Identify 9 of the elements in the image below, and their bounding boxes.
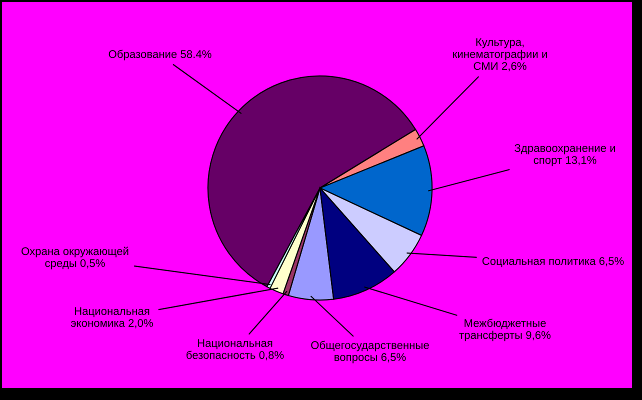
slice-label: Национальная безопасность 0,8% bbox=[186, 339, 284, 360]
slice-label: Национальная экономика 2,0% bbox=[70, 307, 153, 328]
slice-label: Охрана окружающей среды 0,5% bbox=[22, 246, 128, 270]
slice-label: Образование 58.4% bbox=[108, 50, 212, 60]
slice-label: Социальная политика 6,5% bbox=[482, 257, 624, 268]
slice-label: Общегосударственные вопросы 6,5% bbox=[311, 340, 429, 364]
slice-label: Культура, кинематографии и СМИ 2,6% bbox=[453, 38, 547, 72]
slice-label: Здравоохранение и спорт 13,1% bbox=[514, 144, 616, 166]
slice-label: Межбюджетные трансферты 9,6% bbox=[459, 318, 551, 342]
